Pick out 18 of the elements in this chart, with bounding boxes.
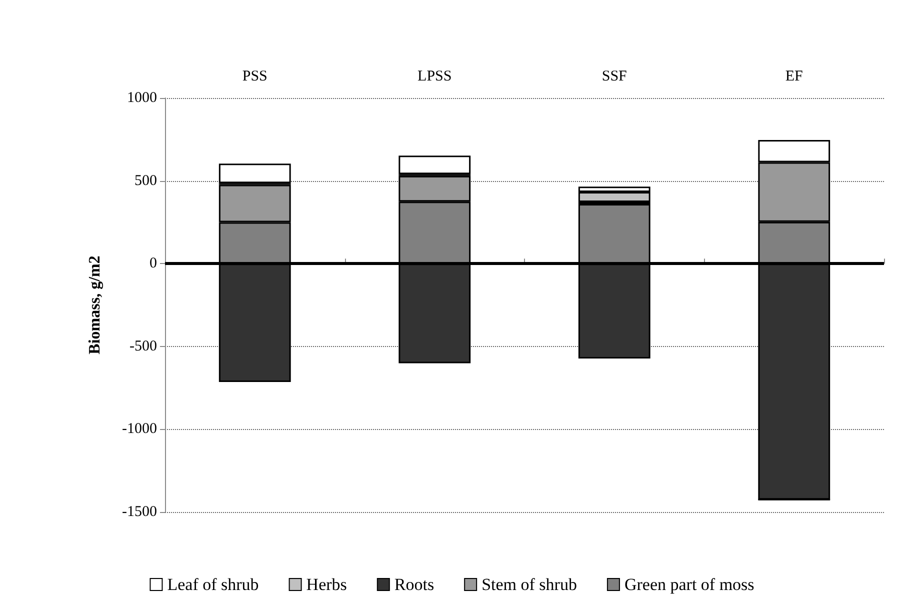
y-tick-label: -500: [130, 338, 157, 354]
y-axis-title: Biomass, g/m2: [86, 256, 104, 354]
y-tick-label: -1000: [122, 421, 157, 438]
bar: [218, 164, 291, 184]
legend-label: Herbs: [306, 575, 347, 594]
y-tick-label: -1500: [122, 504, 157, 520]
x-tick-label: LPSS: [418, 68, 452, 84]
bar: [398, 156, 471, 174]
y-tick-label: 0: [150, 256, 157, 272]
legend-label: Stem of shrub: [482, 575, 577, 594]
x-tick-label: PSS: [242, 68, 268, 84]
y-tick-label: 1000: [127, 90, 157, 106]
x-tick-label: SSF: [602, 68, 627, 84]
legend-label: Green part of moss: [624, 575, 754, 594]
x-tick-label: EF: [785, 68, 803, 84]
legend-label: Roots: [394, 575, 434, 594]
y-tick-label: 500: [134, 172, 157, 189]
legend-label: Leaf of shrub: [167, 575, 259, 594]
